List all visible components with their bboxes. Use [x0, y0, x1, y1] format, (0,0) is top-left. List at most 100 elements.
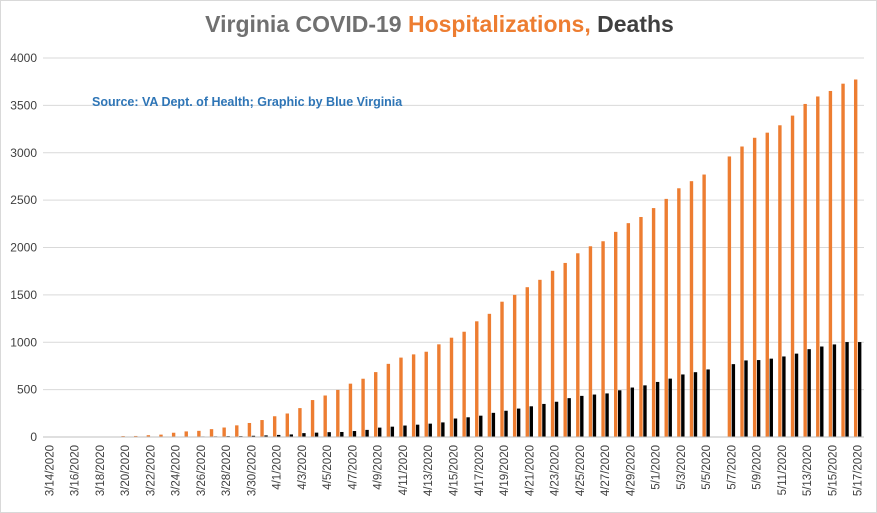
bar-deaths [251, 435, 256, 437]
y-tick-label: 3000 [10, 146, 37, 160]
bar-deaths [491, 412, 496, 437]
bar-hospitalizations [664, 198, 668, 437]
y-tick-label: 2000 [10, 241, 37, 255]
x-tick-label: 5/13/2020 [802, 445, 814, 496]
bar-deaths [264, 435, 268, 437]
bar-deaths [630, 387, 635, 437]
y-tick-label: 1500 [10, 288, 37, 302]
y-tick-label: 1000 [10, 335, 37, 349]
bar-deaths [567, 398, 571, 437]
bar-deaths [453, 418, 458, 437]
bar-deaths [706, 369, 710, 437]
x-tick-label: 4/13/2020 [423, 445, 435, 496]
bar-deaths [807, 349, 811, 437]
bar-hospitalizations [525, 287, 529, 437]
x-tick-label: 4/23/2020 [550, 445, 562, 496]
bar-hospitalizations [348, 383, 353, 437]
x-tick-label: 4/7/2020 [347, 445, 359, 490]
bar-hospitalizations [601, 241, 605, 437]
bar-deaths [832, 344, 837, 437]
bar-hospitalizations [222, 427, 226, 437]
x-tick-label: 3/24/2020 [171, 445, 183, 496]
x-tick-label: 4/11/2020 [398, 445, 410, 495]
x-tick-label: 5/5/2020 [701, 445, 713, 490]
bar-hospitalizations [260, 420, 264, 437]
x-tick-label: 3/30/2020 [246, 445, 258, 496]
x-tick-label: 3/16/2020 [70, 445, 82, 496]
bar-hospitalizations [538, 279, 542, 437]
bar-deaths [289, 434, 293, 437]
bar-hospitalizations [475, 321, 479, 437]
bar-hospitalizations [247, 422, 252, 437]
bar-hospitalizations [361, 378, 365, 437]
bar-hospitalizations [841, 83, 845, 438]
bar-hospitalizations [752, 137, 757, 437]
bar-hospitalizations [424, 351, 428, 437]
x-tick-label: 5/17/2020 [853, 445, 865, 496]
bar-hospitalizations [134, 435, 138, 437]
y-tick-label: 3500 [10, 98, 37, 112]
bar-hospitalizations [437, 344, 441, 437]
bar-hospitalizations [159, 434, 163, 437]
bar-hospitalizations [209, 429, 214, 437]
chart-title: Virginia COVID-19 Hospitalizations, Deat… [1, 11, 877, 38]
bar-deaths [276, 434, 281, 437]
y-tick-label: 2500 [10, 193, 37, 207]
bar-deaths [693, 372, 698, 437]
bar-deaths [554, 401, 559, 437]
bar-hospitalizations [626, 223, 631, 437]
x-axis-ticks: 3/14/2020 3/16/2020 3/18/2020 3/20/2020 3/22… [44, 445, 864, 496]
x-tick-label: 4/17/2020 [474, 445, 486, 496]
bar-hospitalizations [500, 301, 504, 437]
bar-deaths [390, 426, 395, 437]
y-tick-label: 4000 [10, 51, 37, 65]
bar-deaths [378, 427, 382, 437]
chart-title-part-main: Virginia COVID-19 [205, 11, 408, 37]
bar-deaths [845, 342, 849, 437]
bar-hospitalizations [689, 181, 694, 437]
x-tick-label: 3/14/2020 [44, 445, 56, 496]
x-tick-label: 4/19/2020 [499, 445, 511, 496]
bar-hospitalizations [272, 416, 277, 437]
bar-hospitalizations [790, 115, 795, 438]
bar-deaths [542, 403, 546, 437]
bar-hospitalizations [651, 208, 656, 437]
bar-deaths [365, 429, 369, 437]
bar-deaths [580, 395, 584, 437]
bar-hospitalizations [563, 262, 567, 437]
bar-deaths [820, 346, 824, 437]
bar-deaths [857, 342, 862, 437]
x-tick-label: 4/3/2020 [297, 445, 309, 490]
bar-deaths [756, 360, 761, 437]
x-tick-label: 3/18/2020 [95, 445, 107, 496]
x-tick-label: 3/20/2020 [120, 445, 132, 496]
source-note: Source: VA Dept. of Health; Graphic by B… [92, 95, 403, 109]
bar-deaths [794, 353, 799, 437]
bar-hospitalizations [765, 132, 769, 437]
bar-hospitalizations [462, 331, 466, 437]
bar-hospitalizations [197, 430, 201, 437]
bar-deaths [466, 417, 470, 437]
bar-hospitalizations [374, 372, 378, 437]
chart-title-part-hospitalizations: Hospitalizations, [407, 11, 591, 37]
x-tick-label: 4/5/2020 [322, 445, 334, 490]
bar-deaths [592, 394, 597, 437]
x-tick-label: 3/26/2020 [196, 445, 208, 496]
x-tick-label: 4/15/2020 [449, 445, 461, 496]
x-tick-label: 4/29/2020 [625, 445, 637, 496]
bar-hospitalizations [512, 294, 517, 438]
bar-deaths [415, 424, 420, 437]
bar-hospitalizations [639, 216, 643, 437]
bar-deaths [681, 374, 685, 437]
bar-hospitalizations [310, 400, 315, 437]
x-tick-label: 5/3/2020 [676, 445, 688, 490]
x-tick-label: 5/15/2020 [827, 445, 839, 496]
bars [45, 79, 862, 438]
bar-hospitalizations [411, 354, 416, 437]
bar-deaths [605, 393, 609, 437]
x-tick-label: 4/27/2020 [600, 445, 612, 496]
bar-deaths [529, 406, 533, 437]
bar-deaths [441, 422, 445, 437]
